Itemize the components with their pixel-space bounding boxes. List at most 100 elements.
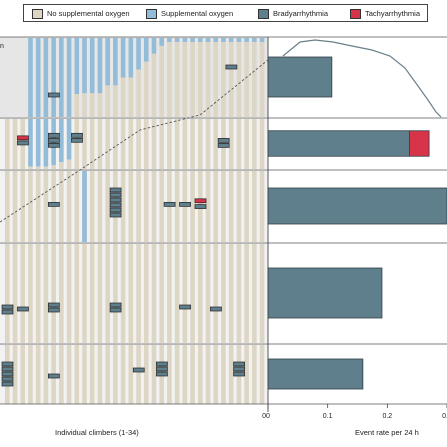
climber-bar-no-oxygen <box>66 171 72 242</box>
climber-bar-oxygen <box>136 38 141 70</box>
event-marker-brady <box>163 202 176 207</box>
event-marker-brady <box>47 302 60 308</box>
climber-bar-no-oxygen <box>105 119 110 169</box>
event-marker-brady <box>156 361 168 367</box>
climber-bar-no-oxygen <box>236 244 242 343</box>
climber-bar-oxygen <box>105 38 110 86</box>
band-label-top: n <box>0 43 4 50</box>
event-marker-brady <box>109 192 122 198</box>
climber-bar-no-oxygen <box>213 119 219 169</box>
climber-bar-oxygen <box>236 38 242 42</box>
climber-bar-oxygen <box>259 38 265 42</box>
event-marker-brady <box>1 361 14 367</box>
climber-bar-no-oxygen <box>228 345 234 404</box>
climber-bar-oxygen <box>228 38 234 42</box>
event-marker-brady <box>217 138 230 143</box>
climber-bar-no-oxygen <box>190 345 195 404</box>
event-marker-brady <box>156 371 168 377</box>
climber-bar-oxygen <box>198 38 203 42</box>
climber-bar-oxygen <box>74 38 80 95</box>
event-marker-brady <box>109 302 122 308</box>
climber-bar-no-oxygen <box>28 244 33 343</box>
climber-bar-oxygen <box>28 119 33 167</box>
event-marker-brady <box>1 381 14 387</box>
climber-bar-oxygen <box>190 38 195 42</box>
climber-bar-no-oxygen <box>159 244 164 343</box>
climber-bar-no-oxygen <box>236 171 242 242</box>
climber-bar-no-oxygen <box>252 244 257 343</box>
legend-label-no-oxygen: No supplemental oxygen <box>47 8 130 18</box>
climber-bar-no-oxygen <box>113 85 118 117</box>
climber-bar-no-oxygen <box>205 244 211 343</box>
climber-bar-no-oxygen <box>182 345 188 404</box>
climber-bar-no-oxygen <box>74 119 80 169</box>
climber-bar-no-oxygen <box>28 166 33 169</box>
climber-bar-no-oxygen <box>190 171 195 242</box>
climber-bar-no-oxygen <box>190 119 195 169</box>
climber-bar-no-oxygen <box>28 171 33 242</box>
climber-bar-oxygen <box>59 38 64 117</box>
legend-swatch-brady <box>258 8 269 19</box>
climber-bar-no-oxygen <box>213 41 219 118</box>
climber-bar-no-oxygen <box>12 345 18 404</box>
climber-bar-no-oxygen <box>228 119 234 169</box>
event-marker-brady <box>1 371 14 377</box>
climber-bar-no-oxygen <box>136 244 141 343</box>
legend-swatch-oxygen <box>146 8 157 19</box>
climber-bar-no-oxygen <box>128 77 134 117</box>
climber-bar-no-oxygen <box>12 119 18 169</box>
event-marker-brady <box>47 142 60 148</box>
legend-item-brady: Bradyarrhythmia <box>258 8 328 19</box>
climber-bar-no-oxygen <box>12 244 18 343</box>
climber-bar-oxygen <box>182 38 188 42</box>
climber-bar-no-oxygen <box>159 45 164 117</box>
climber-bar-no-oxygen <box>20 244 26 343</box>
legend-label-brady: Bradyarrhythmia <box>273 8 329 18</box>
ascent-dashed-line <box>0 59 269 223</box>
climber-bar-no-oxygen <box>190 41 195 118</box>
event-marker-brady <box>109 187 122 193</box>
climber-bar-no-oxygen <box>5 171 10 242</box>
climber-bar-no-oxygen <box>198 41 203 118</box>
climber-bar-oxygen <box>252 38 257 42</box>
climber-bar-no-oxygen <box>244 119 249 169</box>
climber-bar-no-oxygen <box>35 171 41 242</box>
event-marker-brady <box>225 64 238 70</box>
climber-bar-oxygen <box>213 38 219 42</box>
climber-bar-no-oxygen <box>105 244 110 343</box>
climber-bar-no-oxygen <box>136 345 141 404</box>
climber-bar-no-oxygen <box>82 244 87 343</box>
climber-bar-no-oxygen <box>82 93 87 117</box>
climber-bar-oxygen <box>59 119 64 162</box>
climber-bar-no-oxygen <box>113 119 118 169</box>
event-marker-brady <box>109 207 122 213</box>
climber-bar-no-oxygen <box>167 345 172 404</box>
climber-bar-no-oxygen <box>105 171 110 242</box>
climber-bar-no-oxygen <box>213 171 219 242</box>
climber-bar-oxygen <box>97 38 103 94</box>
climber-bar-no-oxygen <box>159 119 164 169</box>
event-marker-brady <box>179 202 191 207</box>
climber-bar-no-oxygen <box>120 119 126 169</box>
legend-item-tachy: Tachyarrhythmia <box>350 8 420 19</box>
climber-bar-oxygen <box>174 38 180 42</box>
climber-bar-no-oxygen <box>66 244 72 343</box>
event-marker-brady <box>1 376 14 382</box>
climber-bar-no-oxygen <box>244 41 249 118</box>
climber-bar-oxygen <box>167 38 172 42</box>
climber-bar-no-oxygen <box>259 41 265 118</box>
climber-bar-oxygen <box>151 38 157 54</box>
chart-legend: No supplemental oxygen Supplemental oxyg… <box>23 4 428 22</box>
climber-bar-no-oxygen <box>244 345 249 404</box>
event-marker-brady <box>71 132 83 138</box>
climber-bar-no-oxygen <box>66 345 72 404</box>
climber-bar-oxygen <box>43 38 49 117</box>
event-marker-brady <box>217 143 230 148</box>
climber-bar-no-oxygen <box>182 244 188 343</box>
event-marker-brady <box>233 361 245 367</box>
climber-bar-no-oxygen <box>167 41 172 118</box>
climber-bar-no-oxygen <box>128 119 134 169</box>
event-marker-brady <box>47 137 60 143</box>
climber-bar-oxygen <box>51 38 56 117</box>
